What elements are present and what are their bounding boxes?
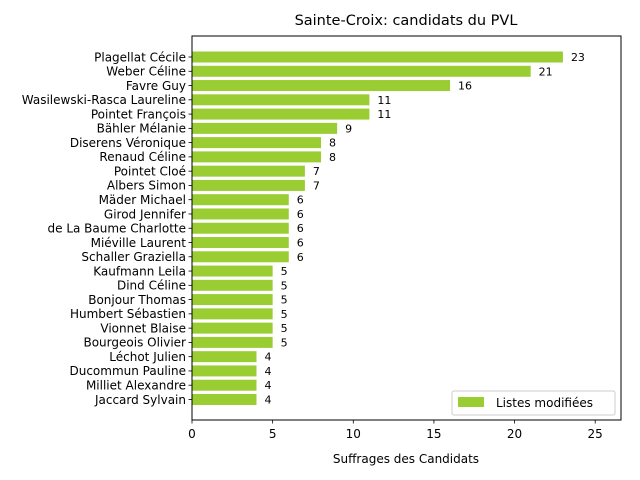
category-label: Schaller Graziella	[81, 250, 186, 264]
value-label: 5	[281, 322, 288, 335]
category-label: Favre Guy	[126, 79, 186, 93]
bar	[192, 179, 305, 191]
bar	[192, 51, 563, 63]
value-label: 4	[265, 379, 272, 392]
bar	[192, 137, 322, 149]
bar	[192, 265, 273, 277]
category-label: Bonjour Thomas	[88, 293, 186, 307]
value-label: 5	[281, 279, 288, 292]
value-label: 8	[329, 137, 336, 150]
value-label: 7	[313, 179, 320, 192]
legend-label: Listes modifiées	[496, 396, 593, 410]
bar	[192, 208, 289, 220]
bars-group	[192, 51, 563, 405]
bar	[192, 108, 370, 120]
legend-swatch	[458, 397, 484, 407]
bar	[192, 365, 257, 377]
category-label: Pointet François	[91, 107, 186, 121]
legend-box	[451, 390, 616, 416]
bar	[192, 237, 289, 249]
bar	[192, 65, 531, 77]
value-label: 5	[281, 308, 288, 321]
x-tick-label: 0	[188, 427, 196, 441]
x-tick-label: 20	[507, 427, 522, 441]
bar	[192, 279, 273, 291]
bar	[192, 322, 273, 334]
bar	[192, 222, 289, 234]
category-label: Humbert Sébastien	[70, 307, 186, 321]
category-label: de La Baume Charlotte	[48, 222, 187, 236]
value-label: 6	[297, 251, 304, 264]
x-tick-label: 15	[426, 427, 441, 441]
chart-title: Sainte-Croix: candidats du PVL	[295, 13, 518, 29]
bar	[192, 351, 257, 363]
value-label: 6	[297, 208, 304, 221]
category-label: Plagellat Cécile	[94, 50, 186, 64]
bar	[192, 151, 322, 163]
category-label: Bourgeois Olivier	[83, 336, 186, 350]
value-label: 7	[313, 165, 320, 178]
category-label: Bähler Mélanie	[97, 122, 186, 136]
plot-frame	[191, 35, 622, 421]
value-label: 23	[571, 51, 585, 64]
bar	[192, 80, 451, 92]
value-label: 11	[377, 108, 391, 121]
legend: Listes modifiées	[451, 390, 616, 416]
x-tick-label: 25	[588, 427, 603, 441]
category-label: Renaud Céline	[99, 150, 186, 164]
bar	[192, 379, 257, 391]
bar	[192, 393, 257, 405]
bar	[192, 194, 289, 206]
category-label: Léchot Julien	[109, 350, 186, 364]
value-label: 8	[329, 151, 336, 164]
category-label: Kaufmann Leila	[93, 264, 186, 278]
value-label: 9	[345, 122, 352, 135]
x-axis: 0 5 10 15 20 25	[188, 420, 603, 441]
x-tick-label: 5	[269, 427, 277, 441]
bar	[192, 308, 273, 320]
bar	[192, 336, 273, 348]
value-label: 6	[297, 237, 304, 250]
bar	[192, 251, 289, 263]
value-label: 4	[265, 365, 272, 378]
value-label: 16	[458, 80, 472, 93]
category-label: Diserens Véronique	[70, 136, 186, 150]
category-label: Pointet Cloé	[114, 164, 186, 178]
category-label: Vionnet Blaise	[100, 321, 186, 335]
value-label: 4	[265, 351, 272, 364]
x-tick-label: 10	[346, 427, 361, 441]
value-label: 4	[265, 393, 272, 406]
bar	[192, 94, 370, 106]
value-label: 6	[297, 194, 304, 207]
x-axis-label: Suffrages des Candidats	[333, 452, 479, 466]
category-label: Dind Céline	[117, 279, 186, 293]
bar	[192, 122, 338, 134]
category-label: Weber Céline	[106, 65, 186, 79]
category-label: Mäder Michael	[99, 193, 186, 207]
value-label: 5	[281, 265, 288, 278]
category-label: Miéville Laurent	[91, 236, 187, 250]
bar	[192, 165, 305, 177]
value-label: 11	[377, 94, 391, 107]
category-label: Wasilewski-Rasca Laureline	[22, 93, 186, 107]
category-label: Milliet Alexandre	[86, 379, 186, 393]
category-label: Ducommun Pauline	[69, 364, 186, 378]
category-label: Girod Jennifer	[104, 207, 186, 221]
category-label: Jaccard Sylvain	[94, 393, 186, 407]
category-label: Albers Simon	[107, 179, 186, 193]
value-label: 21	[539, 65, 553, 78]
value-label: 5	[281, 294, 288, 307]
value-label: 6	[297, 222, 304, 235]
value-label: 5	[281, 336, 288, 349]
bar	[192, 294, 273, 306]
